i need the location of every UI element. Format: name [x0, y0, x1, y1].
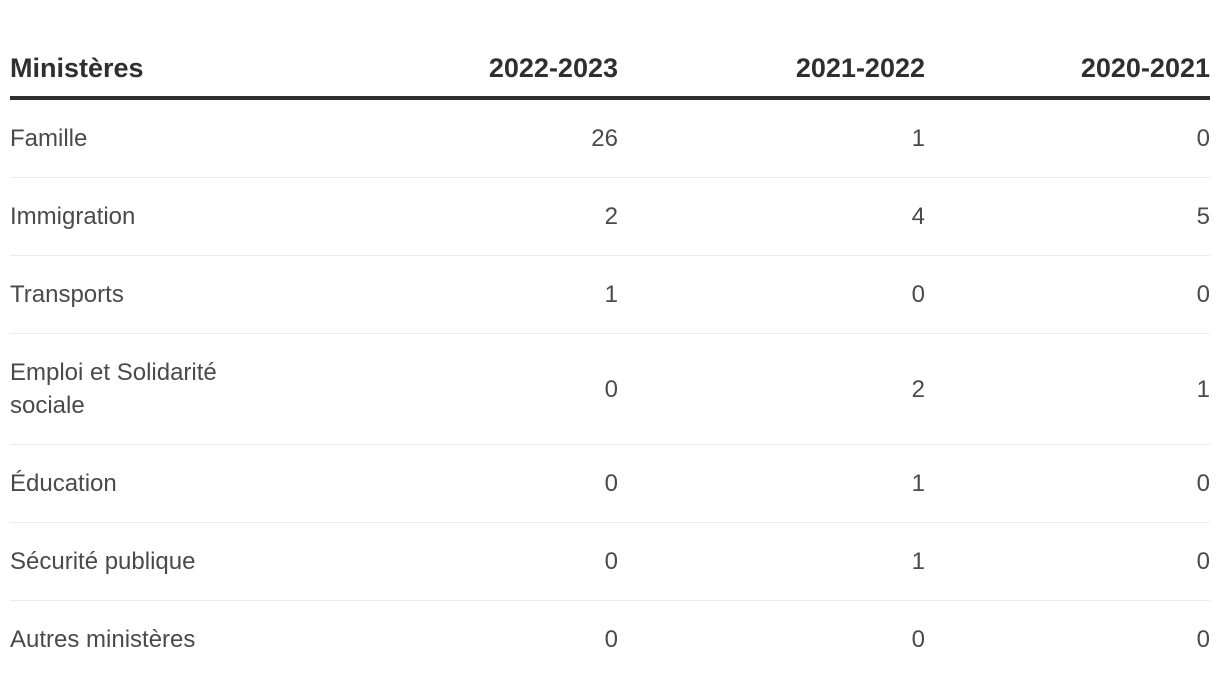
cell-value-2021-2022: 1 [618, 444, 925, 523]
cell-value-2021-2022: 2 [618, 333, 925, 445]
cell-value-2022-2023: 0 [318, 600, 618, 678]
cell-value-2020-2021: 0 [925, 600, 1210, 678]
cell-value-2022-2023: 1 [318, 255, 618, 334]
row-label: Autres ministères [10, 600, 318, 678]
cell-value-2021-2022: 0 [618, 600, 925, 678]
cell-value-2022-2023: 0 [318, 333, 618, 445]
ministries-table: Ministères 2022-2023 2021-2022 2020-2021… [10, 0, 1210, 678]
cell-value-2020-2021: 0 [925, 255, 1210, 334]
table-row: Transports 1 0 0 [10, 255, 1210, 334]
row-label: Transports [10, 255, 318, 334]
column-header-2020-2021: 2020-2021 [925, 0, 1210, 100]
row-label: Famille [10, 98, 318, 178]
table-row: Famille 26 1 0 [10, 98, 1210, 178]
table-row: Emploi et Solidarité sociale 0 2 1 [10, 333, 1210, 445]
row-label: Emploi et Solidarité sociale [10, 333, 318, 445]
cell-value-2021-2022: 1 [618, 522, 925, 601]
table-row: Sécurité publique 0 1 0 [10, 522, 1210, 601]
row-label: Sécurité publique [10, 522, 318, 601]
table-row: Immigration 2 4 5 [10, 177, 1210, 256]
cell-value-2021-2022: 1 [618, 98, 925, 178]
cell-value-2022-2023: 2 [318, 177, 618, 256]
cell-value-2022-2023: 0 [318, 522, 618, 601]
table-header: Ministères 2022-2023 2021-2022 2020-2021 [10, 0, 1210, 100]
row-label: Immigration [10, 177, 318, 256]
row-label: Éducation [10, 444, 318, 523]
column-header-2021-2022: 2021-2022 [618, 0, 925, 100]
column-header-2022-2023: 2022-2023 [318, 0, 618, 100]
cell-value-2021-2022: 0 [618, 255, 925, 334]
table-row: Éducation 0 1 0 [10, 444, 1210, 523]
cell-value-2020-2021: 1 [925, 333, 1210, 445]
cell-value-2020-2021: 0 [925, 444, 1210, 523]
cell-value-2021-2022: 4 [618, 177, 925, 256]
cell-value-2020-2021: 5 [925, 177, 1210, 256]
header-row: Ministères 2022-2023 2021-2022 2020-2021 [10, 0, 1210, 100]
cell-value-2022-2023: 0 [318, 444, 618, 523]
cell-value-2020-2021: 0 [925, 522, 1210, 601]
table-row: Autres ministères 0 0 0 [10, 600, 1210, 678]
column-header-ministeres: Ministères [10, 0, 318, 100]
cell-value-2022-2023: 26 [318, 98, 618, 178]
cell-value-2020-2021: 0 [925, 98, 1210, 178]
table-body: Famille 26 1 0 Immigration 2 4 5 Transpo… [10, 98, 1210, 678]
